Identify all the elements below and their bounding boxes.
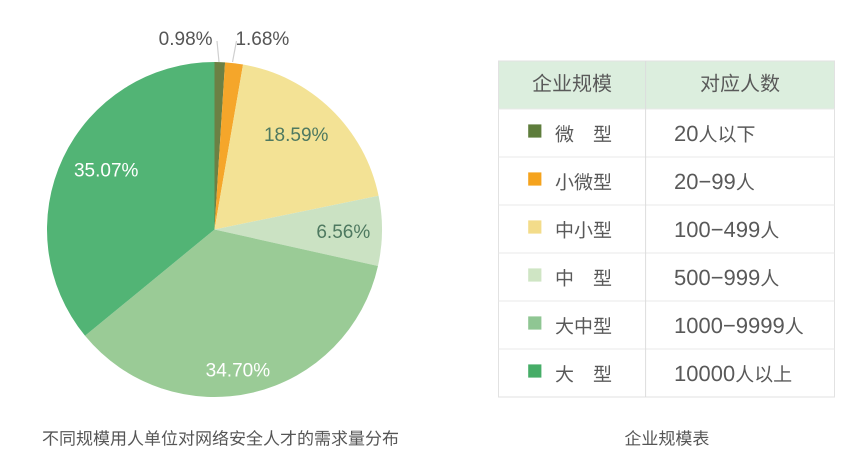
svg-text:0.98%: 0.98% [159,29,213,50]
svg-text:1.68%: 1.68% [235,29,289,50]
svg-text:34.70%: 34.70% [206,360,271,381]
svg-text:6.56%: 6.56% [316,222,370,243]
svg-text:18.59%: 18.59% [264,125,329,146]
svg-text:35.07%: 35.07% [74,161,139,182]
